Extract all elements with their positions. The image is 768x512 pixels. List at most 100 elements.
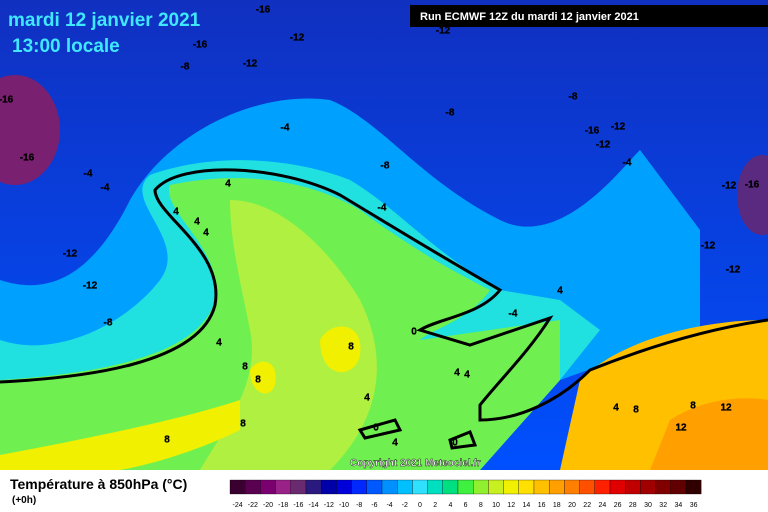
color-swatch: [366, 479, 383, 495]
contour-label: -12: [63, 249, 78, 260]
color-swatch: [229, 479, 246, 495]
contour-label: -4: [281, 123, 290, 134]
color-swatch: [670, 479, 687, 495]
colorbar-label: 26: [614, 502, 622, 509]
contour-label: 8: [255, 375, 261, 386]
colorbar-label: -24: [233, 502, 243, 509]
contour-label: -12: [83, 281, 98, 292]
color-swatch: [609, 479, 626, 495]
contour-label: 4: [557, 286, 563, 297]
color-swatch: [518, 479, 535, 495]
color-swatch: [549, 479, 565, 495]
colorbar-label: -8: [356, 502, 362, 509]
contour-label: -8: [181, 62, 190, 73]
colorbar-label: 8: [479, 502, 483, 509]
color-swatch: [503, 479, 519, 495]
zero-isotherm: [357, 418, 478, 450]
color-swatch: [397, 479, 413, 495]
color-swatch: [275, 479, 291, 495]
hot-zone: [650, 398, 768, 470]
color-swatch: [245, 479, 261, 495]
contour-label: -16: [20, 153, 35, 164]
contour-label: -12: [243, 59, 258, 70]
contour-label: 8: [164, 435, 170, 446]
color-swatch: [321, 479, 337, 495]
colorbar-label: -14: [309, 502, 319, 509]
color-swatch: [336, 479, 352, 495]
contour-label: -12: [701, 241, 716, 252]
lead-time: (+0h): [12, 495, 36, 506]
color-swatch: [290, 479, 307, 495]
contour-label: -4: [84, 169, 93, 180]
warm-patch: [0, 400, 240, 470]
colorbar-label: -2: [402, 502, 408, 509]
color-swatch: [625, 479, 641, 495]
cold-core: [0, 75, 60, 185]
contour-label: -12: [726, 265, 741, 276]
colorbar-label: 14: [523, 502, 531, 509]
contour-label: -12: [290, 33, 305, 44]
colorbar-label: 16: [538, 502, 546, 509]
colorbar-label: 24: [599, 502, 607, 509]
color-swatch: [533, 479, 550, 495]
colorbar-label: 6: [464, 502, 468, 509]
warm-patch: [320, 326, 361, 373]
contour-label: -16: [745, 180, 760, 191]
contour-label: -4: [509, 309, 518, 320]
colorbar-label: -22: [248, 502, 258, 509]
colorbar-label: 36: [690, 502, 698, 509]
contour-label: 8: [633, 405, 639, 416]
contour-label: 4: [454, 368, 460, 379]
colorbar-label: 2: [433, 502, 437, 509]
contour-label: 4: [392, 438, 398, 449]
contour-label: -16: [256, 5, 271, 16]
colorbar-label: -18: [278, 502, 288, 509]
contour-label: -8: [446, 108, 455, 119]
contour-label: 8: [690, 401, 696, 412]
contour-label: 8: [348, 342, 354, 353]
colorbar-label: -6: [371, 502, 377, 509]
color-swatch: [594, 479, 611, 495]
color-swatch: [457, 479, 474, 495]
map-time: 13:00 locale: [12, 36, 120, 57]
colorbar-label: 28: [629, 502, 637, 509]
color-swatch: [427, 479, 443, 495]
contour-label: -16: [0, 95, 14, 106]
colorbar-label: 32: [659, 502, 667, 509]
colorbar-label: 0: [418, 502, 422, 509]
color-swatch: [655, 479, 671, 495]
contour-label: -12: [596, 140, 611, 151]
legend-title: Température à 850hPa (°C): [10, 476, 187, 492]
color-swatch: [351, 479, 367, 495]
colorbar-label: 30: [644, 502, 652, 509]
contour-label: 12: [720, 403, 732, 414]
contour-label: 4: [194, 217, 200, 228]
contour-label: 12: [675, 423, 687, 434]
contour-label: -4: [378, 203, 387, 214]
zero-isotherm: [0, 168, 768, 422]
contour-label: -12: [722, 181, 737, 192]
color-swatch: [579, 479, 595, 495]
color-swatch: [488, 479, 504, 495]
color-swatch: [381, 479, 398, 495]
contour-label: -4: [101, 183, 110, 194]
color-swatch: [564, 479, 580, 495]
contour-label: 0: [411, 327, 417, 338]
colorbar-label: -10: [339, 502, 349, 509]
contour-label: -16: [585, 126, 600, 137]
colorbar-label: 22: [583, 502, 591, 509]
contour-label: -12: [436, 26, 451, 37]
colorbar-label: 12: [507, 502, 515, 509]
contour-label: -12: [611, 122, 626, 133]
color-swatch: [442, 479, 459, 495]
contour-label: -8: [381, 161, 390, 172]
color-swatch: [305, 479, 322, 495]
color-swatch: [260, 479, 276, 495]
colorbar-label: 34: [675, 502, 683, 509]
color-swatch: [412, 479, 428, 495]
run-info: Run ECMWF 12Z du mardi 12 janvier 2021: [420, 11, 639, 23]
colorbar-label: 10: [492, 502, 500, 509]
contour-label: 4: [216, 338, 222, 349]
map-date: mardi 12 janvier 2021: [8, 10, 201, 31]
